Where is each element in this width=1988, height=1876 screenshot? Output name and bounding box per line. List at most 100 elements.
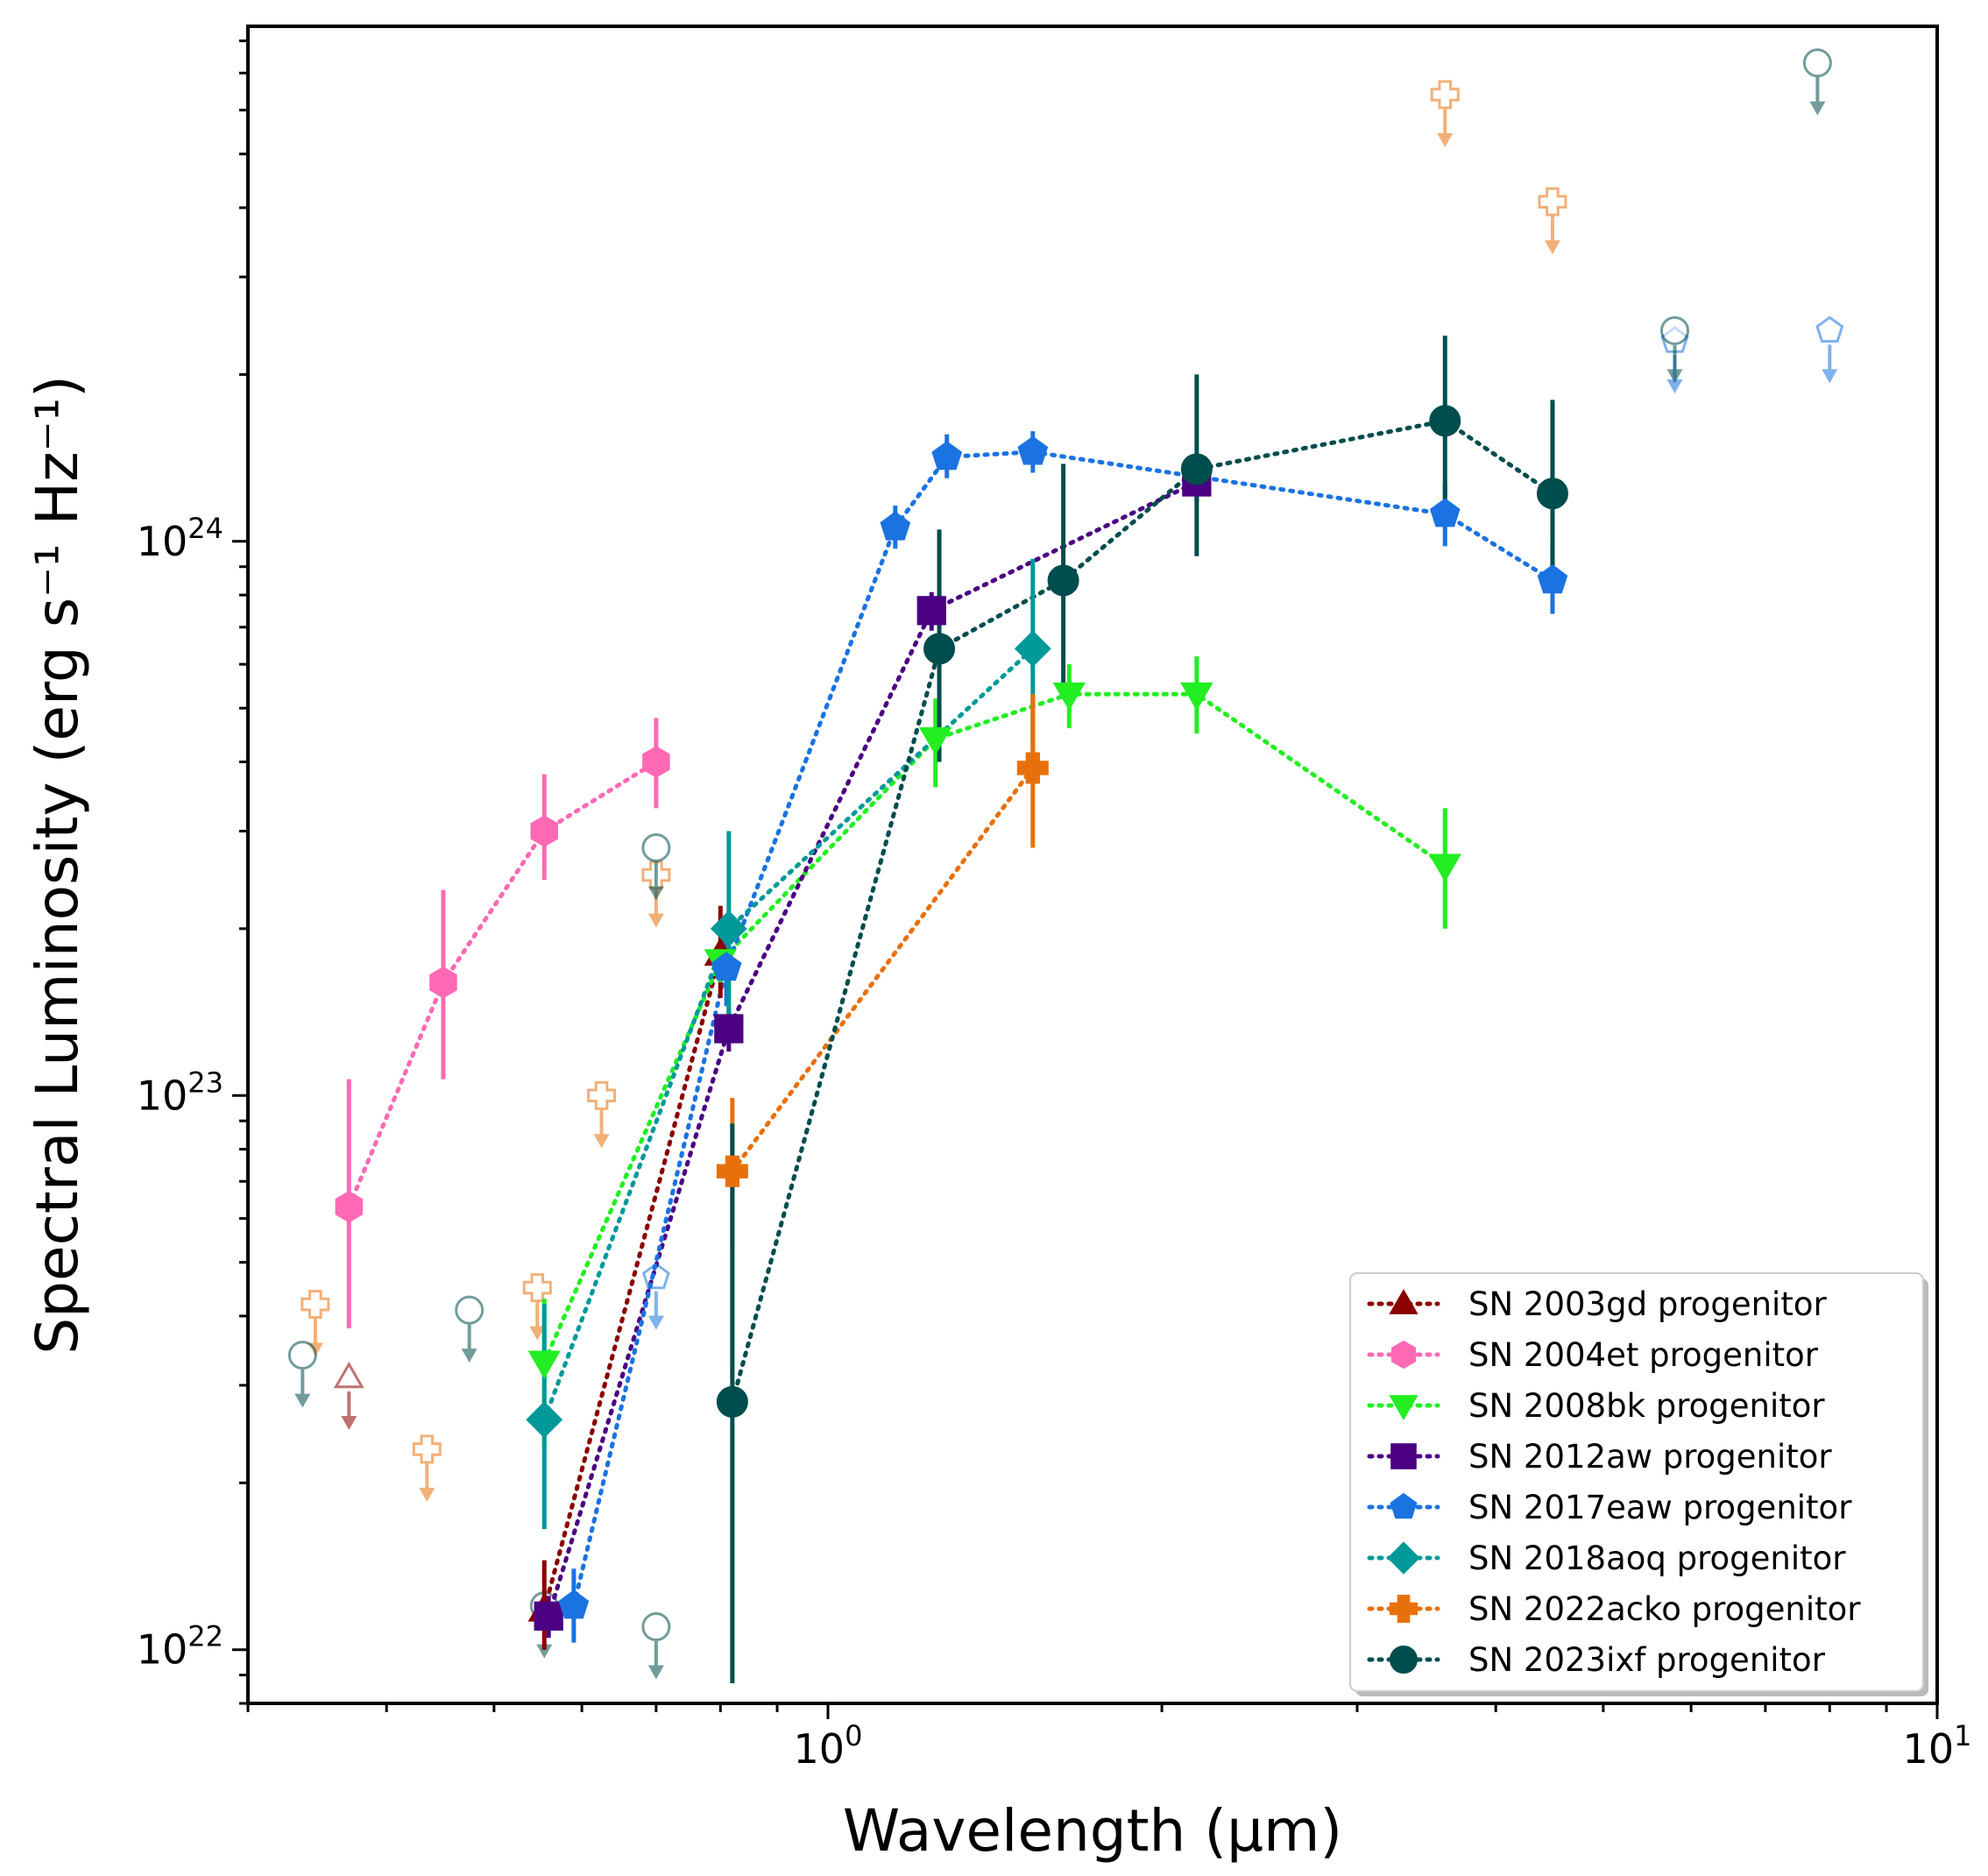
upper-limit-arrow-head (294, 1393, 311, 1408)
upper-limit-marker (1538, 187, 1567, 255)
upper-limit-marker (1659, 315, 1689, 384)
upper-limit-marker (455, 1295, 485, 1363)
legend-label: SN 2018aoq progenitor (1468, 1540, 1846, 1577)
legend-label: SN 2003gd progenitor (1468, 1285, 1827, 1323)
upper-limit-symbol (1538, 187, 1567, 216)
legend-label: SN 2017eaw progenitor (1468, 1489, 1852, 1526)
upper-limit-symbol (455, 1295, 485, 1325)
data-point (335, 1191, 363, 1223)
plot-frame (246, 25, 1939, 1705)
legend-label: SN 2008bk progenitor (1468, 1387, 1825, 1425)
data-point (1014, 630, 1051, 668)
upper-limit-symbol (333, 1361, 364, 1389)
legend-box (1349, 1272, 1924, 1692)
data-point (1537, 564, 1568, 594)
axes-layer: 100 101 1022 1023 1024 (137, 39, 1971, 1773)
data-point (1429, 405, 1461, 437)
upper-limit-arrow-head (1544, 240, 1560, 255)
data-point (526, 1401, 563, 1439)
legend-marker (1391, 1340, 1416, 1370)
data-point (1016, 752, 1049, 784)
legend-marker (1390, 1646, 1418, 1674)
upper-limit-arrow-head (341, 1415, 357, 1430)
upper-limit-arrow-head (419, 1487, 435, 1502)
data-point (1047, 564, 1079, 597)
data-point (918, 727, 952, 756)
upper-limit-arrow-head (1666, 379, 1683, 394)
upper-limit-marker (1802, 48, 1832, 116)
series-layer (287, 48, 1844, 1683)
upper-limit-symbol (641, 832, 671, 862)
legend-label: SN 2004et progenitor (1468, 1336, 1819, 1374)
upper-limit-symbol (1802, 48, 1832, 78)
upper-limit-marker (1430, 80, 1460, 147)
y-axis-title: Spectral Luminosity (erg s⁻¹ Hz⁻¹) (24, 375, 91, 1355)
data-point (534, 1601, 563, 1631)
legend-label: SN 2023ixf progenitor (1468, 1641, 1826, 1679)
upper-limit-arrow-head (647, 913, 664, 928)
y-tick-label: 1024 (137, 512, 223, 565)
data-point (714, 1014, 744, 1044)
upper-limit-symbol (412, 1434, 442, 1464)
data-point (1180, 682, 1213, 711)
upper-limit-arrow-head (647, 886, 664, 901)
legend-label: SN 2022acko progenitor (1468, 1590, 1861, 1628)
upper-limit-marker (287, 1341, 317, 1408)
data-point (527, 1350, 561, 1379)
data-point (931, 441, 963, 471)
data-point (916, 596, 946, 626)
x-axis-title: Wavelength (μm) (843, 1797, 1342, 1865)
legend-marker (1390, 1595, 1418, 1623)
x-tick-label: 100 (794, 1719, 863, 1773)
upper-limit-arrow-head (593, 1134, 610, 1149)
upper-limit-marker (587, 1080, 617, 1149)
data-point (1180, 453, 1213, 485)
upper-limit-symbol (1430, 80, 1460, 110)
series-line (541, 952, 723, 1612)
upper-limit-marker (333, 1361, 364, 1430)
data-point (642, 746, 670, 778)
upper-limit-symbol (587, 1080, 617, 1110)
upper-limit-symbol (1815, 315, 1844, 343)
data-point (558, 1589, 590, 1619)
upper-limit-arrow-head (647, 1315, 664, 1330)
upper-limit-symbol (301, 1290, 330, 1320)
data-point (716, 1385, 748, 1418)
upper-limit-arrow-head (1666, 369, 1683, 384)
data-point (1017, 435, 1049, 465)
legend-marker (1387, 1541, 1420, 1575)
series-line (730, 418, 1555, 1405)
series-line (730, 765, 1036, 1174)
legend-marker (1390, 1443, 1417, 1469)
upper-limit-symbol (1659, 315, 1689, 345)
data-point (923, 633, 956, 665)
data-point (1052, 682, 1086, 711)
upper-limit-marker (412, 1434, 442, 1502)
data-point (1428, 853, 1461, 882)
legend: SN 2003gd progenitor SN 2004et progenitor… (1349, 1272, 1928, 1696)
data-point (716, 1155, 748, 1187)
upper-limit-arrow-head (1437, 132, 1454, 147)
data-point (1429, 498, 1461, 527)
upper-limit-arrow-head (1822, 369, 1838, 384)
upper-limit-arrow-head (461, 1349, 478, 1363)
legend-marker (1390, 1492, 1418, 1519)
y-tick-label: 1022 (137, 1620, 223, 1674)
series-line (346, 760, 659, 1209)
legend-marker (1389, 1288, 1418, 1314)
data-point (429, 966, 457, 999)
upper-limit-arrow-head (1809, 101, 1826, 116)
data-point (711, 952, 742, 981)
data-point (1536, 478, 1568, 510)
data-point (530, 815, 558, 847)
data-point (880, 511, 911, 541)
upper-limit-symbol (641, 1612, 671, 1642)
upper-limit-marker (1815, 315, 1844, 384)
upper-limit-arrow-head (536, 1644, 553, 1659)
upper-limit-arrow-head (529, 1326, 546, 1341)
upper-limit-marker (641, 832, 671, 901)
y-tick-label: 1023 (137, 1065, 223, 1119)
legend-marker (1389, 1395, 1418, 1421)
legend-label: SN 2012aw progenitor (1468, 1438, 1832, 1476)
